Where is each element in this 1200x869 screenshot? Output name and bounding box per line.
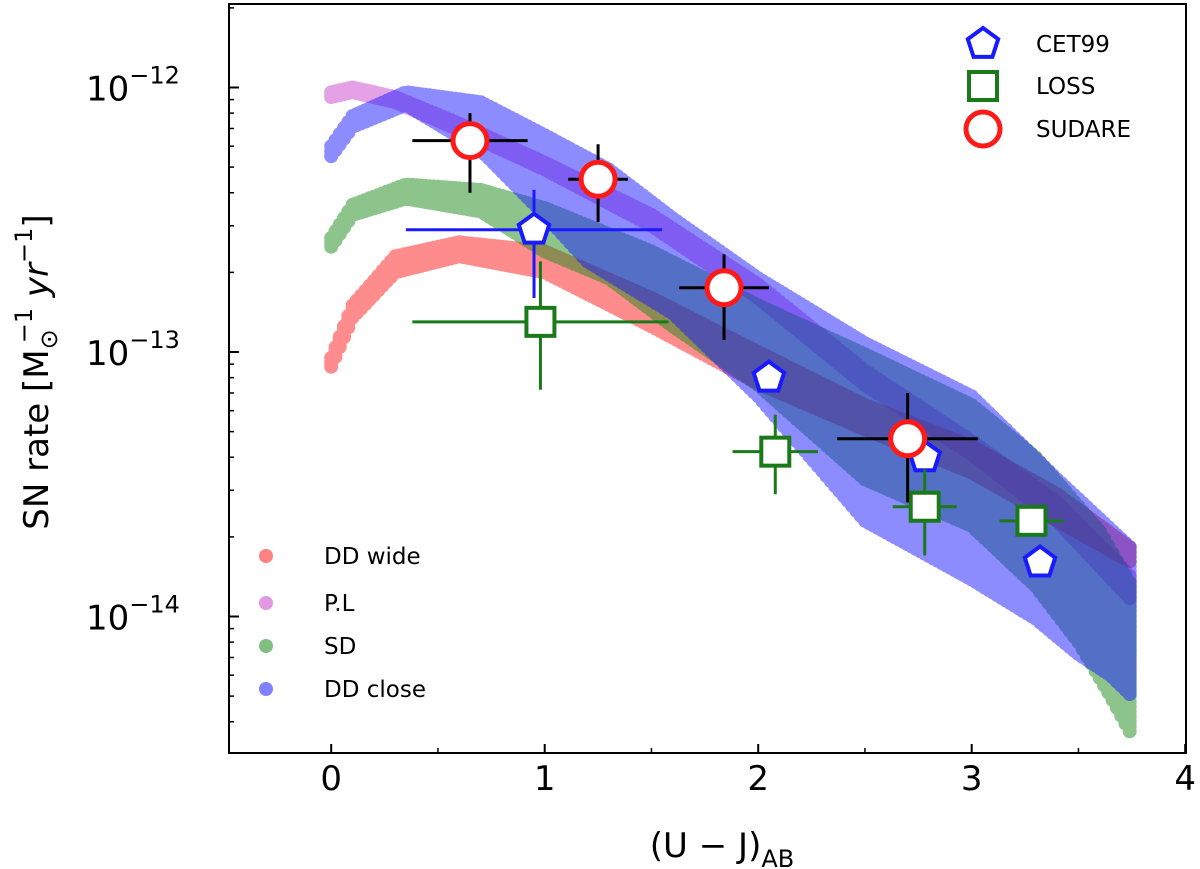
loss-point-1 [759,435,792,468]
y-tick-exp: −12 [129,62,180,90]
sudare-point-1 [578,159,618,199]
legend-entry-dd-close: DD close [259,677,426,703]
x-tick-label-3: 3 [961,759,983,799]
model-bands [324,80,1137,739]
y-tick-exp: −14 [129,591,180,619]
legend-marker-sd [259,639,273,653]
legend-entry-dd-wide: DD wide [259,544,421,570]
observed-series [405,113,1064,578]
legend-entry-sd: SD [259,634,356,660]
y-label-mid: yr [17,261,57,308]
x-axis-label: (U − J)AB [650,826,794,869]
legend-label-dd-close: DD close [324,677,426,703]
y-axis-label: SN rate [M⊙−1 yr−1] [10,214,63,529]
sudare-point-0 [450,121,490,161]
legend-entry-loss: LOSS [967,70,1095,102]
legend-label-p-l: P.L [324,591,355,617]
legend-entry-sudare: SUDARE [963,109,1131,149]
sudare-point-2 [704,268,744,308]
loss-point-2 [908,490,941,523]
legend-marker-dd-wide [259,549,273,563]
y-label-sup1: −1 [10,308,38,343]
band-dd-wide [324,235,1137,569]
x-tick-label-4: 4 [1174,759,1196,799]
band-dots-dd-close [324,85,1137,701]
legend-marker-cet99 [965,25,1001,59]
band-dd-close [324,85,1137,701]
legend-observations: CET99 LOSS SUDARE [963,25,1131,149]
legend-label-cet99: CET99 [1036,32,1110,58]
legend-entry-cet99: CET99 [965,25,1110,59]
legend-label-sd: SD [324,634,356,660]
y-tick-label-2: 10−12 [86,62,180,110]
y-label-end: ] [17,214,57,227]
y-tick-label-0: 10−14 [86,591,180,639]
legend-marker-loss [967,70,999,102]
loss-point-0 [524,305,557,338]
x-tick-label-0: 0 [320,759,342,799]
plot-frame [228,3,1187,754]
x-axis-label-subscript: AB [761,845,794,869]
cet99-point-3 [1022,544,1058,578]
y-label-sup2: −1 [10,228,38,263]
legend-label-sudare: SUDARE [1036,117,1131,143]
y-label-main: SN rate [M [17,349,57,529]
cet99-point-0 [516,211,552,245]
series-loss [412,261,1064,556]
loss-point-3 [1015,504,1048,537]
x-tick-label-2: 2 [747,759,769,799]
series-sudare [412,113,979,503]
y-tick-exp: −13 [129,326,180,354]
y-label-sub: ⊙ [35,329,63,349]
y-tick-base: 10 [86,334,129,374]
legend-marker-dd-close [259,682,273,696]
legend-marker-p-l [259,596,273,610]
legend-marker-sudare [963,109,1003,149]
legend-entry-p-l: P.L [259,591,355,617]
x-axis: 0 1 2 3 4 [320,744,1196,799]
y-tick-label-1: 10−13 [86,326,180,374]
legend-models: DD wide P.L SD DD close [259,544,426,703]
x-tick-label-1: 1 [534,759,556,799]
y-tick-base: 10 [86,70,129,110]
series-cet99 [405,189,1058,578]
legend-label-dd-wide: DD wide [324,544,421,570]
y-tick-base: 10 [86,599,129,639]
band-dots-dd-wide [324,235,1137,569]
sudare-point-3 [888,419,928,459]
cet99-point-1 [751,359,787,393]
legend-label-loss: LOSS [1036,74,1095,100]
